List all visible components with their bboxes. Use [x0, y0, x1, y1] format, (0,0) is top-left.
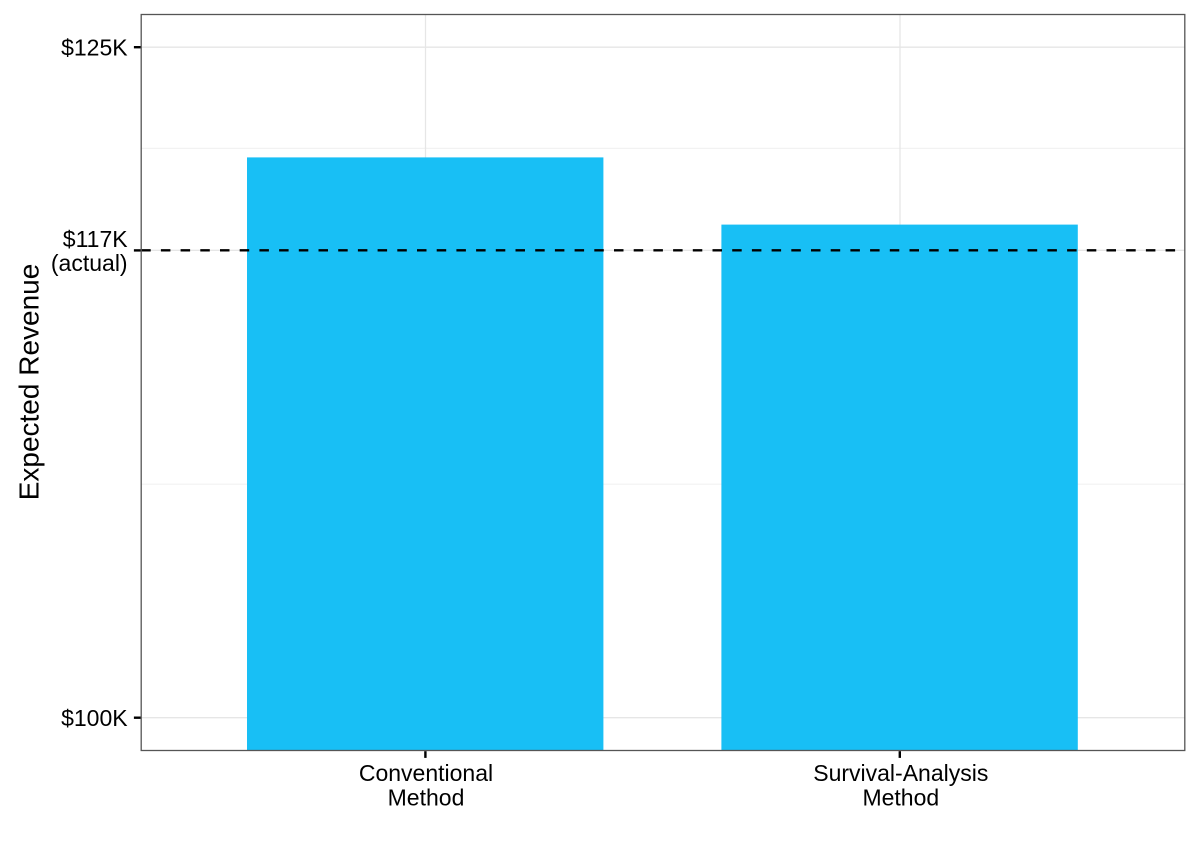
svg-text:$117K: $117K: [63, 226, 128, 252]
svg-text:Conventional: Conventional: [359, 760, 493, 786]
svg-text:Survival-Analysis: Survival-Analysis: [813, 760, 988, 786]
svg-text:Method: Method: [862, 784, 939, 810]
svg-text:(actual): (actual): [51, 250, 128, 276]
svg-text:$125K: $125K: [61, 35, 128, 61]
svg-text:Expected Revenue: Expected Revenue: [14, 264, 45, 501]
svg-text:Method: Method: [388, 784, 465, 810]
svg-text:$100K: $100K: [61, 705, 128, 731]
